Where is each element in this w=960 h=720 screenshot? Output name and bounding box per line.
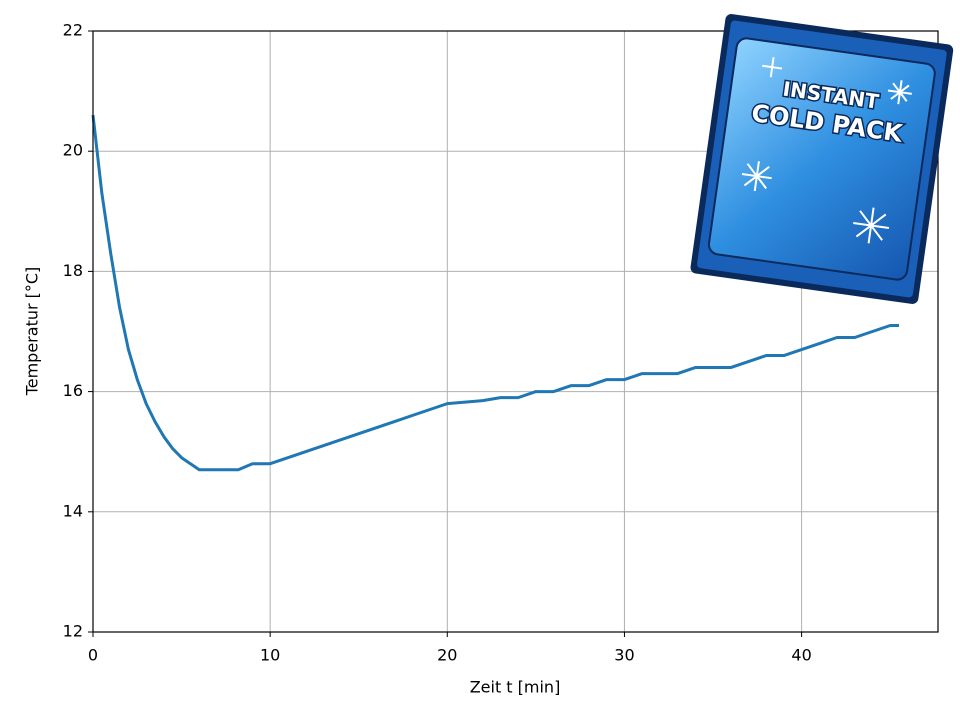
x-tick-label: 40 bbox=[791, 646, 811, 665]
x-tick-label: 30 bbox=[614, 646, 634, 665]
snowflakes bbox=[741, 57, 912, 244]
x-tick-label: 10 bbox=[260, 646, 280, 665]
cold-pack-image: INSTANT COLD PACK bbox=[690, 14, 954, 304]
x-tick-label: 20 bbox=[437, 646, 457, 665]
x-axis-label: Zeit t [min] bbox=[470, 678, 561, 697]
plot-frame bbox=[92, 30, 939, 633]
y-tick-label: 12 bbox=[63, 622, 83, 641]
y-tick-label: 16 bbox=[63, 381, 83, 400]
y-tick-label: 18 bbox=[63, 261, 83, 280]
y-tick-label: 22 bbox=[63, 21, 83, 40]
pack-body bbox=[707, 37, 936, 281]
y-tick-label: 20 bbox=[63, 141, 83, 160]
y-tick-label: 14 bbox=[63, 501, 83, 520]
lines bbox=[91, 114, 900, 472]
x-tick-label: 0 bbox=[88, 646, 98, 665]
grid bbox=[92, 30, 938, 633]
y-axis-label: Temperatur [°C] bbox=[23, 267, 42, 397]
data-line bbox=[91, 114, 900, 472]
